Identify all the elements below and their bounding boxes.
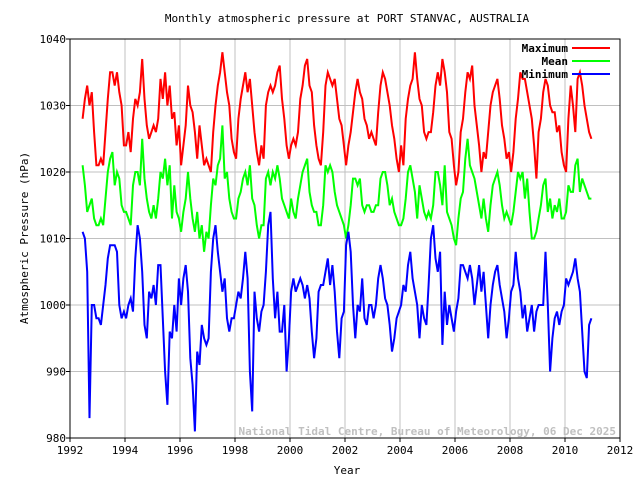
series-line-mean [81,125,592,252]
grid-lines [69,38,621,439]
chart-title: Monthly atmospheric pressure at PORT STA… [165,12,530,25]
series-line-min [81,211,593,432]
y-axis-label: Atmospheric Pressure (hPa) [18,152,31,324]
x-tick-label: 2000 [277,444,304,457]
x-tick-label: 2010 [552,444,579,457]
watermark: National Tidal Centre, Bureau of Meteoro… [239,425,617,438]
series-lines [81,52,593,432]
x-tick-label: 1992 [57,444,84,457]
y-tick-label: 980 [46,432,66,445]
legend-label-mean: Mean [542,55,569,68]
y-tick-label: 1030 [40,100,67,113]
x-tick-label: 2004 [387,444,414,457]
legend-label-max: Maximum [522,42,569,55]
x-axis-label: Year [334,464,361,477]
plot-frame [69,38,621,439]
x-tick-label: 2002 [332,444,359,457]
x-tick-label: 2008 [497,444,524,457]
x-tick-label: 2012 [607,444,634,457]
y-tick-label: 1010 [40,233,67,246]
legend-label-min: Minimum [522,68,569,81]
x-tick-label: 1998 [222,444,249,457]
y-tick-label: 1000 [40,299,67,312]
x-tick-label: 1996 [167,444,194,457]
tick-labels: 1992 1994 1996 1998 2000 2002 2004 2006 2008 2010… [40,33,634,457]
y-tick-label: 990 [46,366,66,379]
legend: Maximum Mean Minimum [522,42,610,81]
y-tick-label: 1020 [40,166,67,179]
x-tick-label: 2006 [442,444,469,457]
series-line-max [81,52,593,186]
y-tick-label: 1040 [40,33,67,46]
x-tick-label: 1994 [112,444,139,457]
